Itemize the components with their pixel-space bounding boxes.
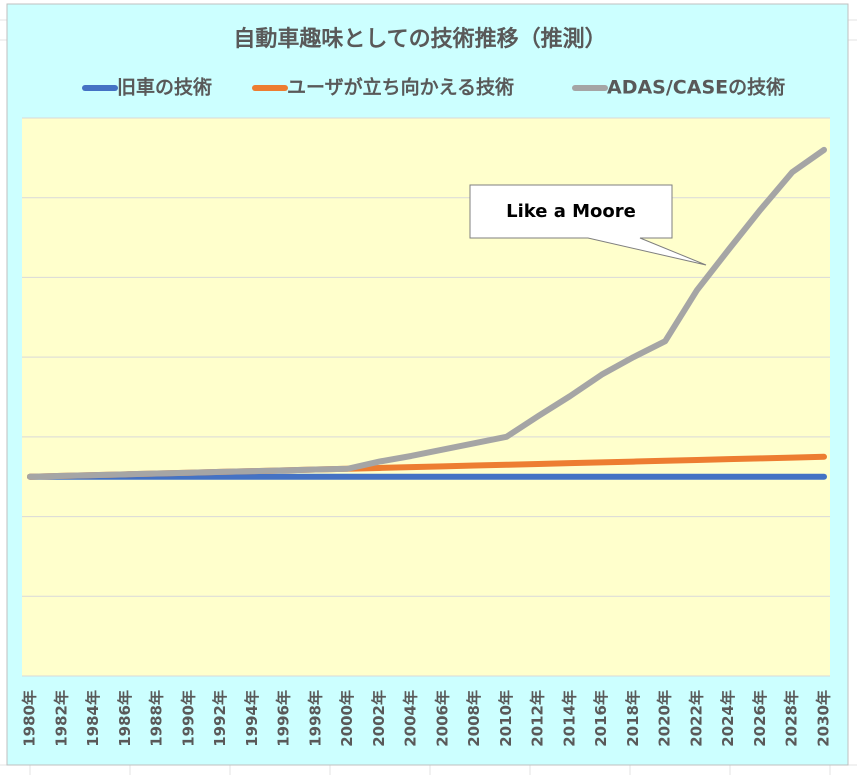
x-tick-label: 2008年 [465, 690, 483, 747]
x-tick-label: 1998年 [306, 690, 324, 747]
x-tick-label: 2012年 [529, 690, 547, 747]
lines [27, 146, 827, 480]
x-tick-label: 2014年 [560, 690, 578, 747]
annotation: Like a Moore [506, 201, 636, 222]
legend-label: 旧車の技術 [117, 76, 212, 99]
x-tick-label: 2018年 [624, 690, 642, 747]
x-tick-label: 1986年 [116, 690, 134, 747]
x-tick-label: 1996年 [275, 690, 293, 747]
series-line [27, 146, 827, 480]
x-tick-label: 2006年 [433, 690, 451, 747]
x-tick-label: 1984年 [84, 690, 102, 747]
legend-label: ADAS/CASEの技術 [607, 76, 785, 99]
x-tick-label: 1994年 [243, 690, 261, 747]
callout-box [469, 184, 707, 266]
legend-label: ユーザが立ち向かえる技術 [287, 76, 514, 99]
x-tick-label: 2004年 [402, 690, 420, 747]
x-tick-label: 2024年 [719, 690, 737, 747]
x-tick-label: 2020年 [656, 690, 674, 747]
x-tick-label: 1980年 [21, 690, 39, 747]
x-tick-label: 2028年 [783, 690, 801, 747]
x-tick-label: 1992年 [211, 690, 229, 747]
legend: 旧車の技術 ユーザが立ち向かえる技術 ADAS/CASEの技術 [82, 76, 785, 99]
x-axis: 1980年 1982年 1984年 1986年 1988年 1990年 1992年 1994年… [21, 690, 833, 747]
x-tick-label: 2016年 [592, 690, 610, 747]
x-tick-label: 2002年 [370, 690, 388, 747]
x-tick-label: 2010年 [497, 690, 515, 747]
x-tick-label: 1988年 [148, 690, 166, 747]
grid [22, 117, 830, 677]
x-tick-label: 2030年 [815, 690, 833, 747]
x-tick-label: 2026年 [751, 690, 769, 747]
plot-area [22, 118, 830, 676]
chart-title: 自動車趣味としての技術推移（推測） [233, 26, 606, 52]
x-tick-label: 1990年 [179, 690, 197, 747]
x-tick-label: 1982年 [52, 690, 70, 747]
x-tick-label: 2000年 [338, 690, 356, 747]
x-tick-label: 2022年 [687, 690, 705, 747]
